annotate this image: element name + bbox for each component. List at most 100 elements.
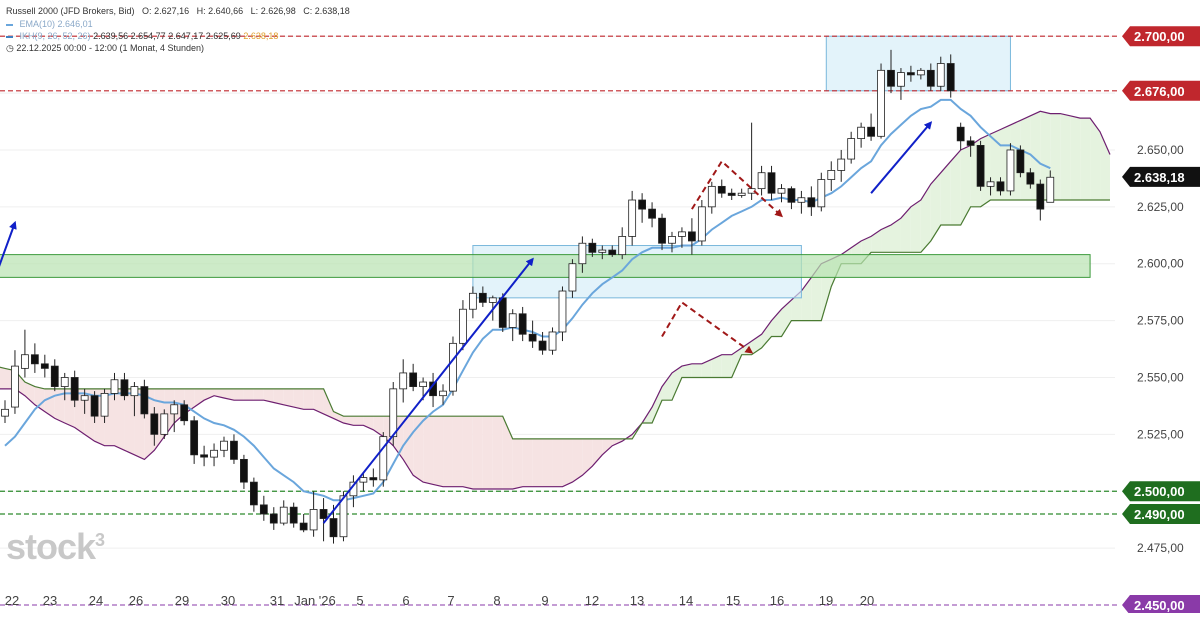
candle bbox=[817, 172, 826, 212]
candle bbox=[747, 122, 756, 201]
candle bbox=[598, 245, 607, 260]
candle bbox=[279, 500, 288, 526]
cloud-segment bbox=[333, 411, 344, 423]
cloud-segment bbox=[881, 225, 891, 253]
candle-body bbox=[170, 404, 179, 415]
candle-body bbox=[688, 231, 696, 242]
cloud-segment bbox=[413, 416, 424, 483]
candle-body bbox=[697, 206, 706, 242]
candle bbox=[757, 165, 766, 196]
candle bbox=[11, 350, 19, 414]
candle-body bbox=[379, 436, 388, 481]
candle bbox=[707, 181, 716, 214]
candle bbox=[190, 416, 199, 464]
x-tick-label: 6 bbox=[402, 593, 409, 608]
x-tick-label: 12 bbox=[585, 593, 599, 608]
candle-body bbox=[717, 185, 726, 194]
ohlc-high: 2.640,66 bbox=[208, 6, 244, 16]
candle bbox=[240, 454, 248, 489]
candle bbox=[369, 468, 378, 487]
candle bbox=[807, 186, 816, 216]
candle bbox=[1026, 168, 1035, 189]
cloud-segment bbox=[224, 388, 234, 401]
candle-body bbox=[409, 372, 418, 387]
candle-body bbox=[946, 63, 955, 92]
ikh-value-2: 2.654,77 bbox=[130, 31, 166, 41]
candle-body bbox=[120, 379, 129, 397]
candle-body bbox=[926, 69, 935, 87]
candle-body bbox=[907, 72, 915, 76]
y-tick-label: 2.625,00 bbox=[1137, 200, 1184, 214]
cloud-segment bbox=[701, 359, 712, 378]
instrument-header: Russell 2000 (JFD Brokers, Bid) O: 2.627… bbox=[6, 6, 350, 16]
candle bbox=[946, 54, 955, 98]
cloud-segment bbox=[114, 388, 125, 451]
timeframe-range: 22.12.2025 00:00 - 12:00 bbox=[16, 43, 117, 53]
y-tick-label: 2.575,00 bbox=[1137, 314, 1184, 328]
cloud-segment bbox=[34, 386, 45, 412]
candle bbox=[678, 227, 686, 248]
candle bbox=[399, 359, 408, 403]
cloud-segment bbox=[293, 388, 304, 410]
price-tag-support bbox=[1122, 481, 1200, 502]
candle-body bbox=[986, 181, 995, 187]
candle-body bbox=[638, 199, 647, 210]
ema-swatch bbox=[6, 23, 13, 26]
cloud-segment bbox=[233, 388, 244, 401]
candle-body bbox=[837, 158, 846, 171]
candle-body bbox=[1036, 183, 1045, 210]
candle-body bbox=[777, 188, 786, 194]
ohlc-close: 2.638,18 bbox=[314, 6, 350, 16]
candle-body bbox=[449, 342, 457, 392]
cloud-segment bbox=[890, 218, 901, 253]
price-tag-label: 2.638,18 bbox=[1134, 170, 1185, 185]
ikh-swatch bbox=[6, 35, 13, 38]
ikh-value-3: 2.647,17 bbox=[168, 31, 204, 41]
candle-body bbox=[220, 440, 228, 451]
cloud-segment bbox=[572, 438, 583, 483]
stock3-logo: stock3 bbox=[6, 526, 105, 567]
candle bbox=[60, 372, 69, 401]
candle bbox=[309, 491, 318, 537]
candle-body bbox=[787, 188, 796, 203]
cloud-segment bbox=[771, 309, 782, 337]
cloud-segment bbox=[761, 320, 772, 348]
candle-body bbox=[817, 179, 826, 208]
cloud-segment bbox=[1090, 118, 1101, 201]
candle bbox=[210, 443, 218, 467]
cloud-segment bbox=[44, 388, 55, 419]
senkou-span-b-line bbox=[0, 199, 1110, 440]
candle bbox=[200, 445, 208, 467]
cloud-segment bbox=[492, 416, 503, 489]
candle bbox=[897, 68, 905, 100]
candle bbox=[90, 391, 99, 423]
ikh-legend[interactable]: IKH(9, 26, 52, 26) 2.639,56 2.654,77 2.6… bbox=[6, 31, 278, 42]
candle bbox=[439, 384, 447, 405]
candle bbox=[608, 245, 617, 257]
candle-body bbox=[588, 242, 597, 253]
candle-body bbox=[478, 292, 487, 303]
ema-legend[interactable]: EMA(10) 2.646,01 bbox=[6, 19, 93, 30]
candle bbox=[737, 188, 746, 198]
candle-body bbox=[459, 308, 467, 344]
candle-body bbox=[737, 192, 746, 196]
candle-body bbox=[240, 458, 248, 483]
x-tick-label: 16 bbox=[770, 593, 784, 608]
candle bbox=[638, 193, 647, 223]
cloud-segment bbox=[1080, 118, 1091, 201]
candle-body bbox=[827, 170, 836, 180]
candle-body bbox=[140, 386, 149, 415]
candle-body bbox=[598, 249, 607, 253]
cloud-segment bbox=[154, 388, 165, 451]
candle bbox=[688, 218, 696, 255]
timeframe-info: ◷ 22.12.2025 00:00 - 12:00 (1 Monat, 4 S… bbox=[6, 43, 204, 54]
cloud-segment bbox=[960, 145, 971, 226]
candle bbox=[449, 336, 457, 396]
candle-body bbox=[249, 481, 258, 506]
x-tick-label: 13 bbox=[630, 593, 644, 608]
candle-body bbox=[897, 72, 905, 87]
candle bbox=[259, 495, 268, 521]
candle-body bbox=[648, 208, 656, 219]
